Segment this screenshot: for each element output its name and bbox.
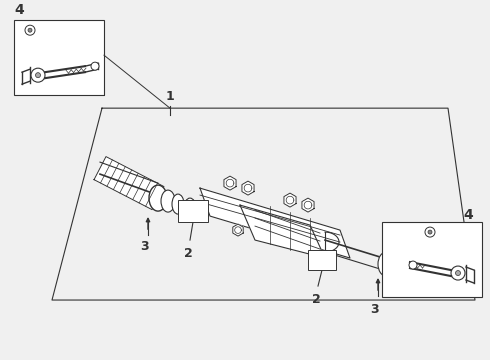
Polygon shape bbox=[94, 157, 164, 210]
Circle shape bbox=[25, 25, 35, 35]
Circle shape bbox=[451, 266, 465, 280]
Ellipse shape bbox=[378, 252, 394, 276]
Circle shape bbox=[31, 68, 45, 82]
Ellipse shape bbox=[461, 272, 471, 286]
Polygon shape bbox=[200, 188, 350, 258]
Bar bbox=[14, 20, 104, 95]
Text: 1: 1 bbox=[166, 90, 174, 103]
Circle shape bbox=[456, 271, 461, 275]
Polygon shape bbox=[302, 198, 314, 212]
Text: 3: 3 bbox=[369, 303, 378, 316]
Polygon shape bbox=[385, 246, 445, 290]
Polygon shape bbox=[224, 176, 236, 190]
Circle shape bbox=[428, 230, 432, 234]
Circle shape bbox=[441, 276, 445, 280]
Ellipse shape bbox=[184, 198, 196, 218]
Polygon shape bbox=[284, 193, 296, 207]
Text: 4: 4 bbox=[463, 208, 473, 222]
Text: 3: 3 bbox=[140, 240, 148, 253]
Circle shape bbox=[425, 227, 435, 237]
Circle shape bbox=[409, 261, 417, 269]
Circle shape bbox=[35, 73, 41, 78]
Bar bbox=[308, 250, 336, 270]
Circle shape bbox=[91, 62, 99, 70]
Circle shape bbox=[28, 28, 32, 32]
Text: 4: 4 bbox=[14, 3, 24, 17]
Polygon shape bbox=[233, 224, 243, 236]
Circle shape bbox=[438, 273, 448, 283]
Ellipse shape bbox=[161, 190, 175, 212]
Text: 2: 2 bbox=[184, 247, 193, 260]
Ellipse shape bbox=[195, 203, 205, 219]
Ellipse shape bbox=[172, 194, 184, 214]
Polygon shape bbox=[240, 205, 325, 258]
Ellipse shape bbox=[149, 185, 167, 211]
Bar bbox=[178, 200, 208, 222]
Bar bbox=[382, 222, 482, 297]
Text: 2: 2 bbox=[312, 293, 320, 306]
Polygon shape bbox=[242, 181, 254, 195]
Ellipse shape bbox=[388, 256, 402, 278]
